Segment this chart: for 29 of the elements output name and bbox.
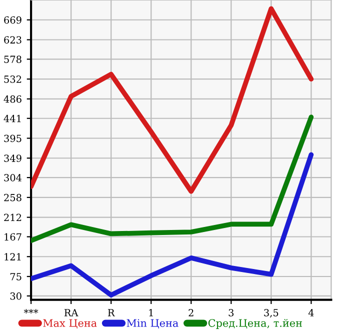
- legend-label: Сред.Цена, т.йен: [208, 319, 302, 329]
- y-tick-label: 441: [4, 114, 21, 122]
- line-series: [31, 152, 314, 298]
- x-tick-label: ***: [24, 309, 38, 314]
- legend-label: Min Цена: [126, 319, 178, 328]
- x-tick-label: 1: [149, 309, 153, 316]
- y-tick-label: 532: [4, 76, 22, 83]
- y-tick-label: 578: [4, 56, 22, 64]
- x-tick-label: 3,5: [264, 309, 278, 318]
- y-tick-label: 167: [4, 233, 22, 241]
- y-tick-label: 121: [4, 253, 21, 260]
- y-tick-label: 623: [4, 36, 22, 44]
- y-tick-label: 395: [4, 134, 22, 142]
- y-tick-label: 304: [4, 174, 22, 182]
- x-tick-label: R: [108, 309, 115, 316]
- x-tick-label: 3: [228, 309, 234, 316]
- legend-label: Max Цена: [43, 319, 97, 328]
- y-tick-label: 212: [4, 214, 22, 221]
- y-tick-label: 669: [4, 16, 22, 24]
- y-tick-label: 486: [4, 95, 22, 103]
- y-tick-label: 75: [10, 273, 22, 280]
- line-series: [31, 6, 314, 194]
- x-tick-label: 4: [308, 309, 314, 316]
- y-tick-label: 30: [10, 292, 22, 300]
- y-tick-label: 349: [4, 154, 22, 162]
- x-tick-label: 2: [188, 309, 194, 316]
- y-tick-label: 258: [4, 194, 22, 202]
- x-tick-label: RA: [64, 309, 78, 316]
- line-series: [31, 114, 314, 244]
